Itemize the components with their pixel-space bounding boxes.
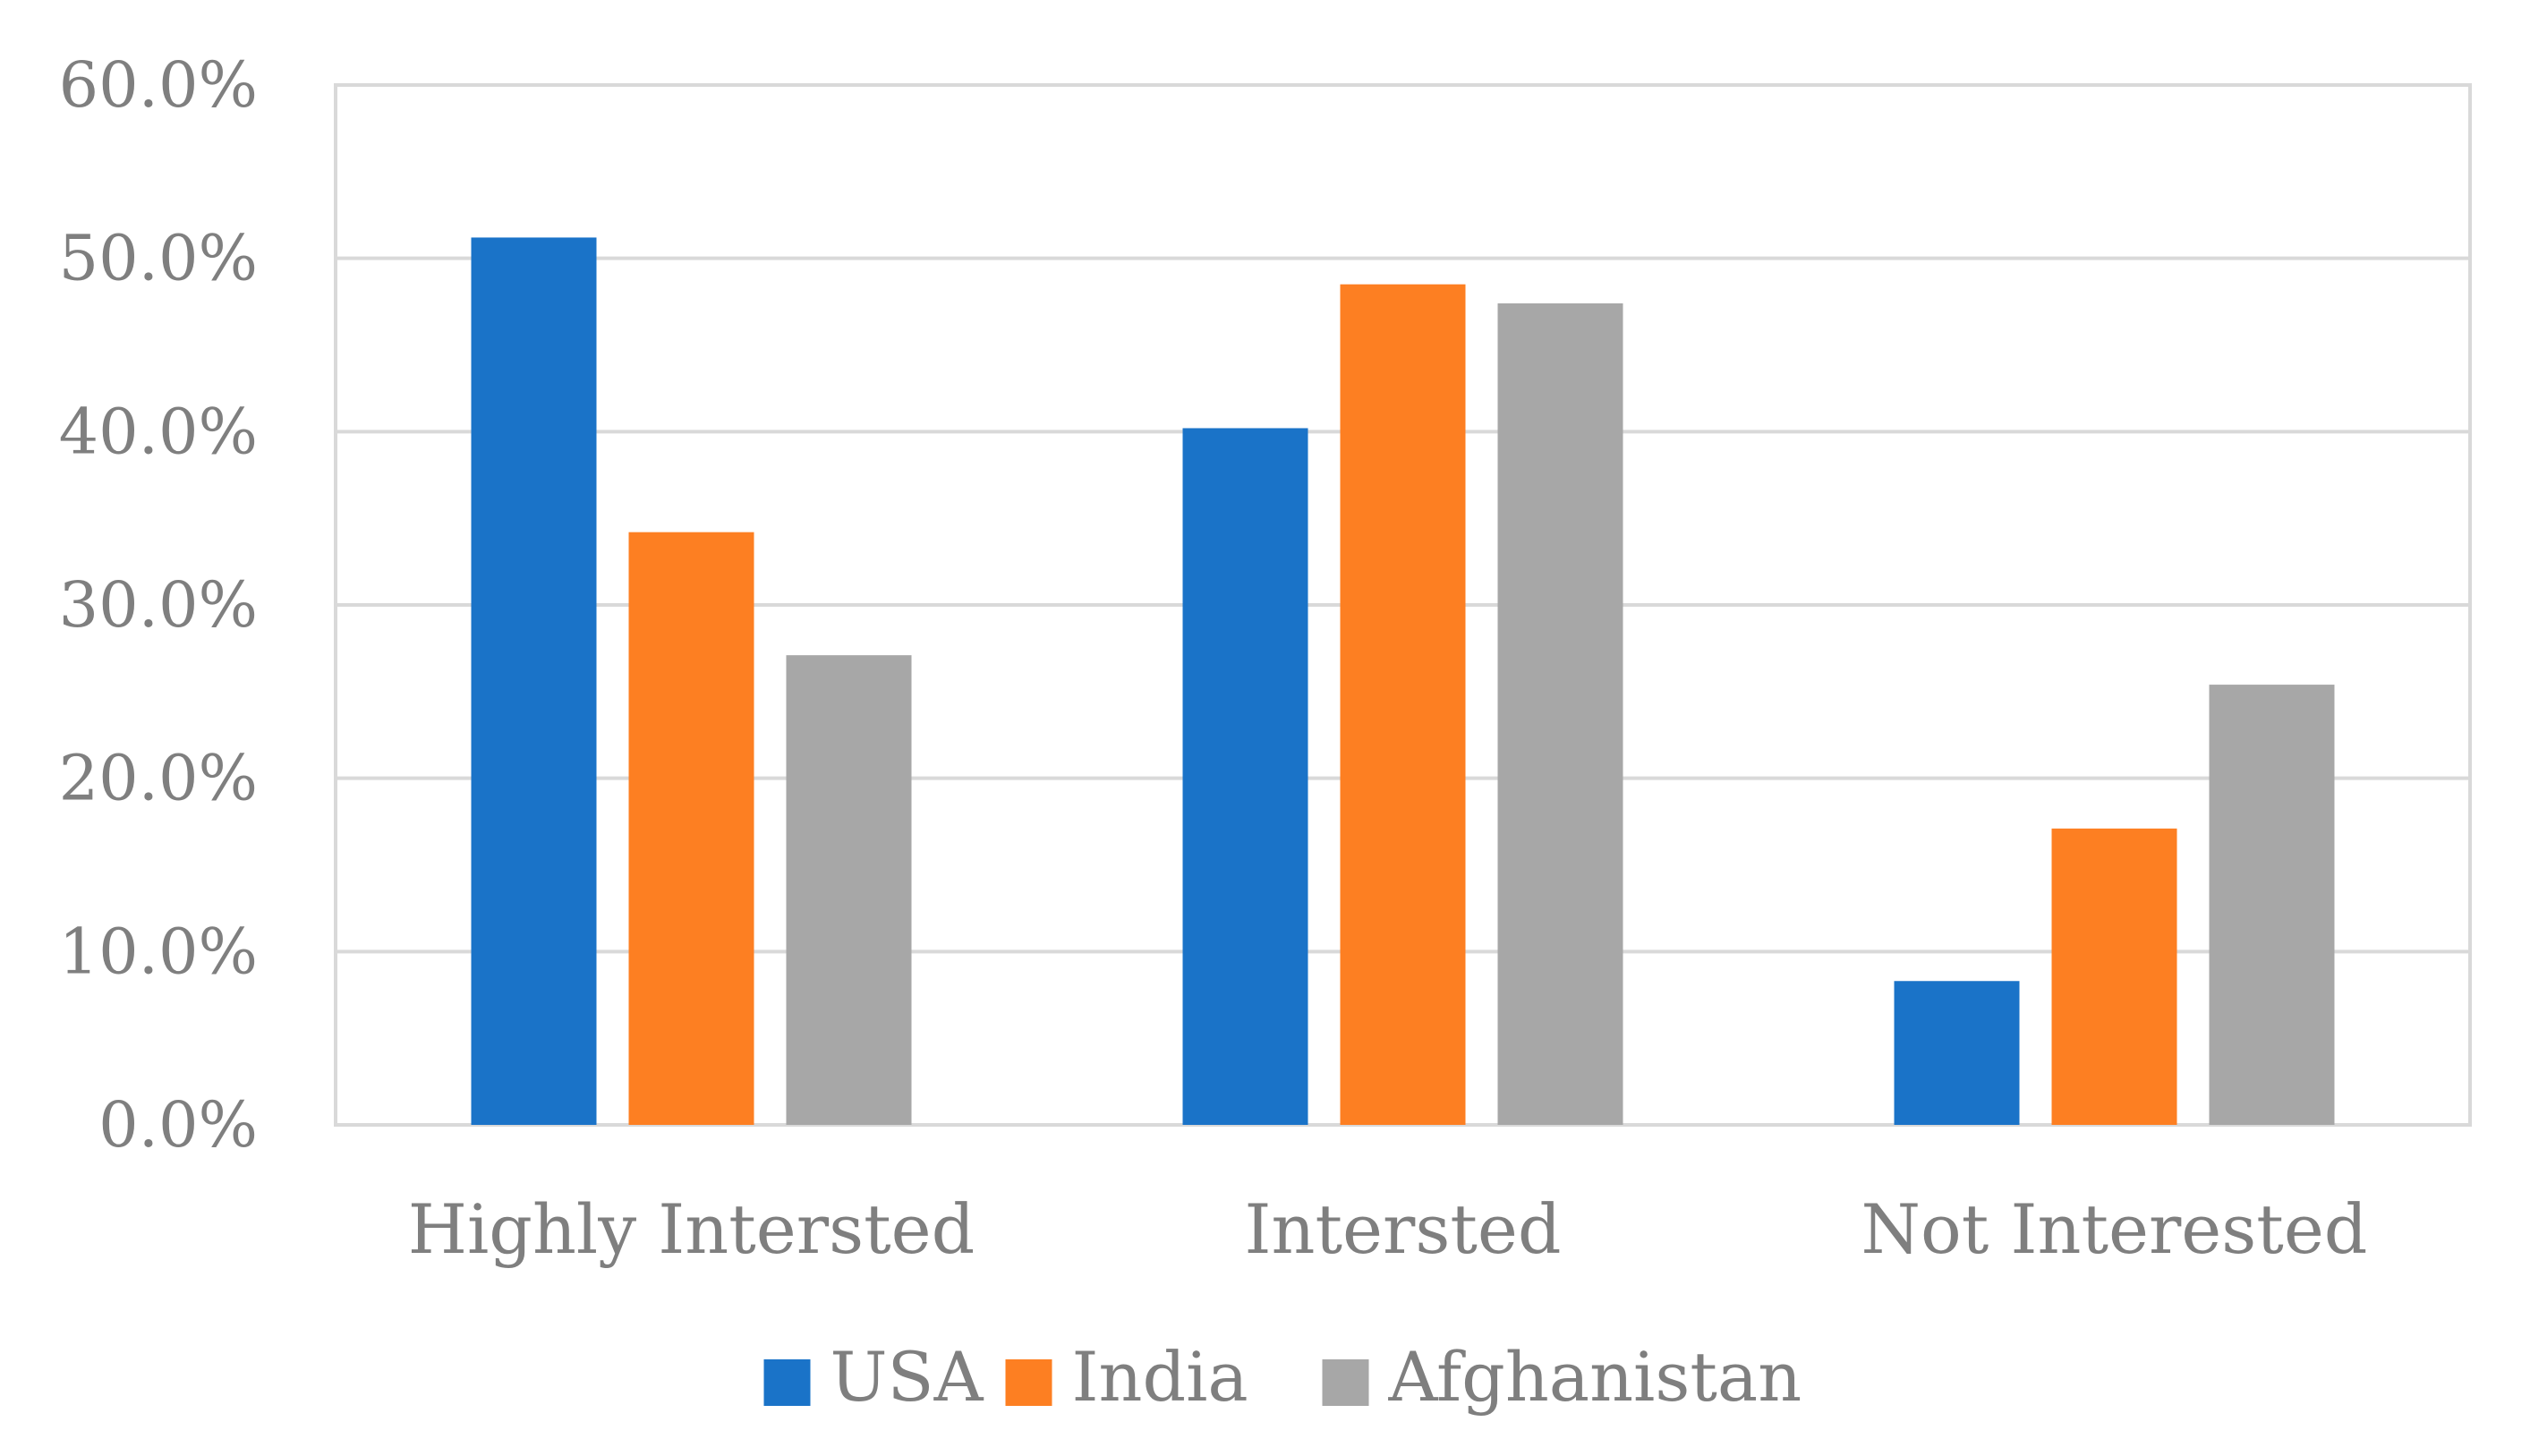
y-tick-label: 10.0%: [59, 915, 258, 988]
bar-usa-3: USA — Not Interested: 8.3%: [1894, 981, 2020, 1125]
legend-label-india: India: [1072, 1337, 1248, 1417]
y-axis-tick-labels: 0.0% 10.0% 20.0% 30.0% 40.0% 50.0% 60.0%: [59, 48, 258, 1162]
y-tick-label: 60.0%: [59, 48, 258, 122]
y-tick-label: 30.0%: [59, 568, 258, 642]
bar-usa-2: USA — Intersted: 40.2%: [1182, 428, 1308, 1126]
legend-label-usa: USA: [831, 1337, 984, 1417]
legend-label-afghanistan: Afghanistan: [1388, 1337, 1802, 1417]
bar-india-1: India — Highly Intersted: 34.2%: [628, 532, 754, 1125]
bar-afghanistan-2: Afghanistan — Intersted: 47.4%: [1497, 303, 1623, 1125]
bars: USA — Highly Intersted: 51.2%India — Hig…: [471, 237, 2335, 1126]
y-tick-label: 50.0%: [59, 222, 258, 295]
bar-afghanistan-1: Afghanistan — Highly Intersted: 27.1%: [786, 655, 912, 1125]
legend-swatch-usa: [763, 1359, 811, 1406]
legend: USA India Afghanistan: [763, 1337, 1802, 1417]
x-category-label: Not Interested: [1861, 1189, 2368, 1269]
bar-usa-1: USA — Highly Intersted: 51.2%: [471, 237, 597, 1126]
x-category-label: Highly Intersted: [408, 1189, 975, 1269]
bar-india-2: India — Intersted: 48.5%: [1340, 284, 1466, 1125]
x-axis-category-labels: Highly Intersted Intersted Not Interested: [408, 1189, 2368, 1269]
y-tick-label: 0.0%: [98, 1088, 258, 1162]
y-tick-label: 40.0%: [59, 395, 258, 468]
legend-swatch-afghanistan: [1322, 1359, 1369, 1406]
bar-india-3: India — Not Interested: 17.1%: [2051, 828, 2177, 1125]
legend-swatch-india: [1005, 1359, 1052, 1406]
bar-afghanistan-3: Afghanistan — Not Interested: 25.4%: [2209, 685, 2335, 1125]
y-tick-label: 20.0%: [59, 742, 258, 815]
x-category-label: Intersted: [1245, 1189, 1562, 1269]
